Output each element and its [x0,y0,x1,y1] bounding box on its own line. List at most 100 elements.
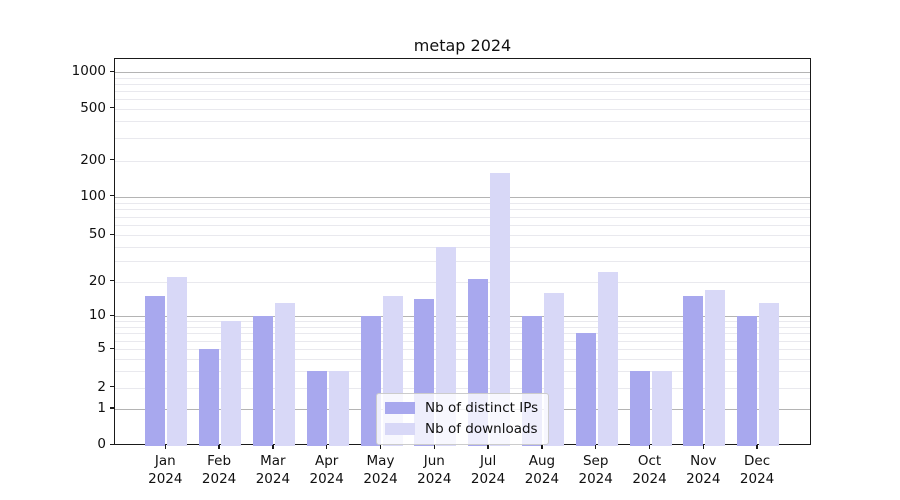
x-tick-label-jun: Jun 2024 [402,452,466,488]
x-tick-mark-jun [433,445,435,449]
y-tick-mark-10 [110,314,114,316]
plot-area: Nb of distinct IPs Nb of downloads [114,58,811,446]
x-tick-year-nov: 2024 [686,471,721,487]
y-tick-label-500: 500 [80,99,106,116]
x-tick-label-apr: Apr 2024 [295,452,359,488]
x-tick-year-apr: 2024 [309,471,344,487]
bar-nb-of-downloads-jan [167,276,188,446]
x-tick-month-nov: Nov [690,453,717,469]
x-tick-label-feb: Feb 2024 [187,452,251,488]
x-tick-label-mar: Mar 2024 [241,452,305,488]
gridline-minor-500 [115,108,810,110]
x-tick-label-dec: Dec 2024 [725,452,789,488]
x-tick-year-jan: 2024 [148,471,183,487]
gridline-minor-6 [115,340,810,342]
y-tick-label-5: 5 [97,340,106,357]
gridline-major-1000 [115,72,810,74]
x-tick-year-mar: 2024 [255,471,291,487]
bar-nb-of-distinct-ips-dec [737,316,758,446]
bar-nb-of-distinct-ips-nov [683,295,704,446]
chart-title: metap 2024 [413,36,512,55]
bar-nb-of-distinct-ips-sep [575,333,596,446]
legend-label-distinct-ips: Nb of distinct IPs [425,400,539,416]
bar-nb-of-downloads-nov [705,289,726,446]
gridline-minor-80 [115,209,810,211]
gridline-minor-2 [115,387,810,389]
x-tick-mark-aug [541,445,543,449]
bar-nb-of-distinct-ips-may [360,316,381,446]
bar-nb-of-distinct-ips-mar [252,316,273,446]
x-tick-month-oct: Oct [637,453,662,469]
x-tick-month-jul: Jul [479,453,497,469]
y-tick-mark-0 [110,443,114,445]
y-tick-label-1000: 1000 [71,63,106,80]
bar-nb-of-distinct-ips-feb [199,349,220,446]
gridline-minor-20 [115,281,810,283]
gridline-minor-600 [115,99,810,101]
legend-entry-downloads: Nb of downloads [385,421,538,437]
x-tick-label-may: May 2024 [349,452,413,488]
gridline-minor-4 [115,358,810,360]
x-tick-year-aug: 2024 [524,471,560,487]
y-tick-mark-1000 [110,70,114,72]
x-tick-month-aug: Aug [528,453,556,469]
x-tick-mark-jul [487,445,489,449]
legend: Nb of distinct IPs Nb of downloads [376,393,550,445]
x-tick-month-may: May [366,453,395,469]
x-tick-label-oct: Oct 2024 [618,452,682,488]
x-tick-mark-jan [164,445,166,449]
legend-swatch-downloads [385,423,415,435]
x-tick-mark-dec [756,445,758,449]
bar-nb-of-distinct-ips-apr [306,370,327,446]
legend-label-downloads: Nb of downloads [425,421,538,437]
gridline-minor-70 [115,216,810,218]
x-tick-mark-feb [218,445,220,449]
x-tick-month-sep: Sep [582,453,609,469]
bar-nb-of-downloads-oct [651,370,672,446]
x-tick-year-oct: 2024 [632,471,667,487]
gridline-minor-8 [115,326,810,328]
x-tick-mark-apr [326,445,328,449]
x-tick-label-aug: Aug 2024 [510,452,574,488]
y-tick-mark-1 [110,407,114,409]
bar-nb-of-downloads-mar [274,303,295,446]
x-tick-month-dec: Dec [744,453,771,469]
y-tick-mark-500 [110,107,114,109]
bar-nb-of-distinct-ips-oct [629,370,650,446]
gridline-minor-200 [115,160,810,162]
y-tick-label-20: 20 [88,272,106,289]
gridline-minor-400 [115,121,810,123]
x-tick-month-feb: Feb [207,453,232,469]
y-tick-mark-2 [110,385,114,388]
bar-nb-of-downloads-dec [759,303,780,446]
y-tick-mark-200 [110,159,114,161]
x-tick-label-sep: Sep 2024 [564,452,628,488]
x-tick-month-jun: Jun [423,453,445,469]
gridline-minor-3 [115,370,810,372]
gridline-minor-700 [115,91,810,93]
x-tick-year-jul: 2024 [470,471,506,487]
y-tick-mark-20 [110,279,114,282]
x-tick-mark-sep [595,445,597,449]
x-tick-year-feb: 2024 [201,471,237,487]
y-tick-label-0: 0 [97,436,106,453]
gridline-minor-900 [115,77,810,79]
bar-nb-of-distinct-ips-jan [145,295,166,446]
gridline-major-100 [115,196,810,198]
x-tick-month-apr: Apr [315,453,339,469]
y-tick-mark-100 [110,195,114,197]
bar-nb-of-downloads-jul [490,172,511,446]
gridline-minor-90 [115,202,810,204]
y-tick-label-2: 2 [97,378,106,395]
x-tick-year-sep: 2024 [578,471,613,487]
bar-nb-of-downloads-apr [328,370,349,446]
y-tick-label-50: 50 [88,226,106,243]
x-tick-year-jun: 2024 [417,471,452,487]
x-tick-label-nov: Nov 2024 [671,452,735,488]
x-tick-mark-nov [702,445,704,449]
gridline-minor-9 [115,321,810,323]
gridline-minor-30 [115,261,810,263]
gridline-minor-60 [115,225,810,227]
x-tick-year-dec: 2024 [739,471,775,487]
